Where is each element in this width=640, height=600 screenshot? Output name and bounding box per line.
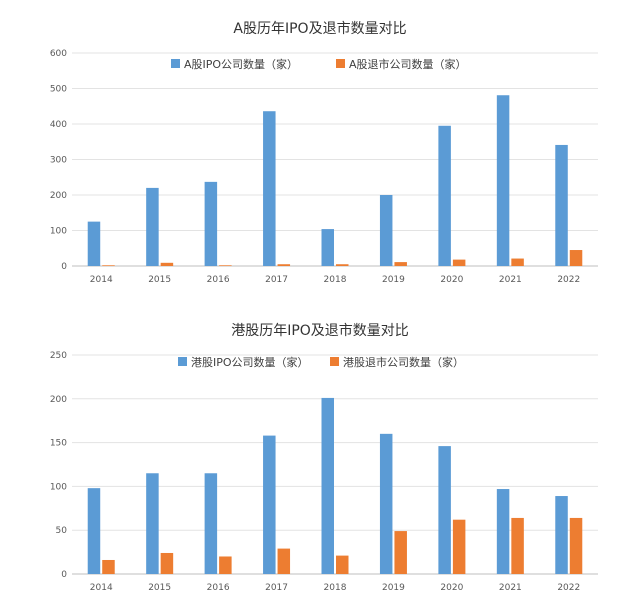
bar-delist [394,531,407,574]
bar-ipo [263,435,276,574]
y-tick-label: 200 [50,395,67,405]
hk-share-chart: 港股历年IPO及退市数量对比 0 50 100 150 200 250 2014 2015 20… [50,322,598,593]
x-tick-label: 2016 [207,275,230,285]
y-tick-label: 200 [50,191,67,201]
bar-ipo [321,397,334,574]
x-tick-label: 2022 [557,275,580,285]
legend-label-delist: 港股退市公司数量（家） [343,355,464,369]
legend-swatch-delist [336,59,345,68]
x-tick-label: 2018 [324,275,347,285]
x-tick-label: 2018 [324,583,347,593]
x-tick-label: 2020 [440,275,463,285]
x-tick-label: 2016 [207,583,230,593]
x-tick-label: 2015 [148,583,171,593]
x-tick-label: 2014 [90,583,113,593]
bar-delist [277,264,291,266]
legend-label-ipo: 港股IPO公司数量（家） [191,355,309,369]
x-tick-label: 2017 [265,583,288,593]
y-tick-label: 600 [50,49,67,59]
bar-ipo [438,125,451,267]
y-tick-label: 0 [61,262,67,272]
x-tick-label: 2019 [382,275,405,285]
y-tick-label: 50 [56,526,68,536]
bar-delist [452,519,466,574]
bar-ipo [379,195,393,266]
bar-delist [394,262,407,266]
bar-delist [569,517,583,574]
x-tick-label: 2020 [440,583,463,593]
chart-title: 港股历年IPO及退市数量对比 [231,322,409,339]
y-tick-label: 250 [50,351,67,361]
bar-ipo [146,187,159,266]
bar-delist [511,258,524,266]
a-share-chart: A股历年IPO及退市数量对比 0 100 200 300 400 500 600 2014 20… [50,20,598,285]
y-tick-label: 300 [50,156,67,166]
y-tick-label: 100 [50,482,67,492]
bar-ipo [555,144,568,266]
y-tick-label: 100 [50,227,67,237]
bar-delist [219,265,232,266]
x-tick-label: 2014 [90,275,113,285]
bar-ipo [204,473,218,574]
legend-swatch-ipo [171,59,180,68]
legend-swatch-delist [330,357,339,366]
bar-ipo [555,496,568,574]
bar-delist [102,559,115,574]
bar-delist [336,555,349,574]
bar-ipo [204,181,218,266]
bar-ipo [379,433,393,574]
y-tick-label: 500 [50,85,67,95]
bar-delist [336,264,349,266]
bar-delist [160,262,174,266]
bar-ipo [438,446,451,574]
bar-ipo [146,473,159,574]
legend-label-delist: A股退市公司数量（家） [349,57,467,71]
x-tick-label: 2017 [265,275,288,285]
bar-delist [219,556,232,574]
y-tick-label: 150 [50,439,67,449]
bar-ipo [496,489,510,574]
bar-ipo [321,229,334,266]
x-tick-label: 2015 [148,275,171,285]
bar-delist [102,265,115,266]
x-tick-label: 2019 [382,583,405,593]
bar-delist [569,250,583,266]
y-tick-label: 0 [61,570,67,580]
bar-ipo [87,488,101,574]
bar-delist [277,548,291,574]
bar-delist [452,259,466,266]
x-tick-label: 2021 [499,583,522,593]
bar-delist [511,517,524,574]
y-tick-label: 400 [50,120,67,130]
x-tick-label: 2021 [499,275,522,285]
bar-ipo [263,111,276,266]
bar-delist [160,552,174,574]
chart-title: A股历年IPO及退市数量对比 [233,20,406,37]
legend-swatch-ipo [178,357,187,366]
legend-label-ipo: A股IPO公司数量（家） [184,57,298,71]
bar-ipo [496,95,510,267]
x-tick-label: 2022 [557,583,580,593]
bar-ipo [87,221,101,266]
